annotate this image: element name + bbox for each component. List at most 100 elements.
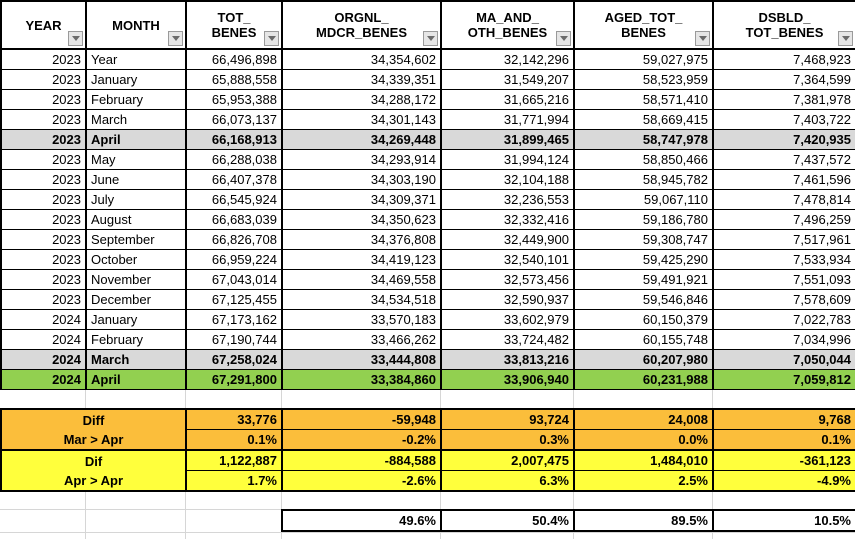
summary-diff-dsbld_tot_benes[interactable]: 9,768: [712, 408, 855, 430]
filter-dropdown-icon[interactable]: [423, 31, 438, 46]
cell-dsbld_tot_benes[interactable]: 7,059,812: [712, 369, 855, 390]
cell-year[interactable]: 2023: [0, 109, 87, 130]
cell-month[interactable]: July: [85, 189, 187, 210]
cell-tot_benes[interactable]: 66,959,224: [185, 249, 283, 270]
cell-orgnl_mdcr_benes[interactable]: 34,293,914: [281, 149, 442, 170]
cell-ma_and_oth_benes[interactable]: 32,104,188: [440, 169, 575, 190]
cell-dsbld_tot_benes[interactable]: 7,034,996: [712, 329, 855, 350]
cell-aged_tot_benes[interactable]: 58,945,782: [573, 169, 714, 190]
cell-dsbld_tot_benes[interactable]: 7,496,259: [712, 209, 855, 230]
column-header-dsbld_tot_benes[interactable]: DSBLD_ TOT_BENES: [712, 0, 855, 50]
cell-orgnl_mdcr_benes[interactable]: 34,469,558: [281, 269, 442, 290]
cell-month[interactable]: Year: [85, 48, 187, 70]
summary-pct-dsbld_tot_benes[interactable]: 0.1%: [712, 429, 855, 451]
share-pct-ma_and_oth_benes[interactable]: 50.4%: [440, 509, 575, 532]
cell-dsbld_tot_benes[interactable]: 7,050,044: [712, 349, 855, 370]
cell-aged_tot_benes[interactable]: 60,231,988: [573, 369, 714, 390]
cell-month[interactable]: April: [85, 369, 187, 390]
cell-tot_benes[interactable]: 67,190,744: [185, 329, 283, 350]
filter-dropdown-icon[interactable]: [168, 31, 183, 46]
cell-ma_and_oth_benes[interactable]: 31,994,124: [440, 149, 575, 170]
cell-aged_tot_benes[interactable]: 58,850,466: [573, 149, 714, 170]
summary-pct-orgnl_mdcr_benes[interactable]: -2.6%: [281, 470, 442, 492]
cell-ma_and_oth_benes[interactable]: 32,590,937: [440, 289, 575, 310]
cell-dsbld_tot_benes[interactable]: 7,381,978: [712, 89, 855, 110]
cell-orgnl_mdcr_benes[interactable]: 34,534,518: [281, 289, 442, 310]
filter-dropdown-icon[interactable]: [556, 31, 571, 46]
summary-diff-ma_and_oth_benes[interactable]: 2,007,475: [440, 449, 575, 471]
cell-year[interactable]: 2023: [0, 289, 87, 310]
column-header-year[interactable]: YEAR: [0, 0, 87, 50]
cell-orgnl_mdcr_benes[interactable]: 33,466,262: [281, 329, 442, 350]
cell-year[interactable]: 2023: [0, 269, 87, 290]
share-pct-orgnl_mdcr_benes[interactable]: 49.6%: [281, 509, 442, 532]
column-header-orgnl_mdcr_benes[interactable]: ORGNL_ MDCR_BENES: [281, 0, 442, 50]
cell-orgnl_mdcr_benes[interactable]: 34,376,808: [281, 229, 442, 250]
cell-aged_tot_benes[interactable]: 59,186,780: [573, 209, 714, 230]
cell-ma_and_oth_benes[interactable]: 32,332,416: [440, 209, 575, 230]
cell-dsbld_tot_benes[interactable]: 7,578,609: [712, 289, 855, 310]
cell-month[interactable]: March: [85, 109, 187, 130]
cell-ma_and_oth_benes[interactable]: 32,573,456: [440, 269, 575, 290]
cell-aged_tot_benes[interactable]: 59,491,921: [573, 269, 714, 290]
cell-orgnl_mdcr_benes[interactable]: 34,309,371: [281, 189, 442, 210]
cell-dsbld_tot_benes[interactable]: 7,364,599: [712, 69, 855, 90]
cell-ma_and_oth_benes[interactable]: 32,236,553: [440, 189, 575, 210]
summary-diff-dsbld_tot_benes[interactable]: -361,123: [712, 449, 855, 471]
cell-month[interactable]: January: [85, 69, 187, 90]
cell-year[interactable]: 2024: [0, 369, 87, 390]
summary-label[interactable]: Diff Mar > Apr: [0, 408, 187, 451]
summary-diff-aged_tot_benes[interactable]: 24,008: [573, 408, 714, 430]
cell-year[interactable]: 2023: [0, 69, 87, 90]
cell-ma_and_oth_benes[interactable]: 32,540,101: [440, 249, 575, 270]
cell-year[interactable]: 2023: [0, 129, 87, 150]
cell-month[interactable]: June: [85, 169, 187, 190]
cell-year[interactable]: 2024: [0, 349, 87, 370]
summary-pct-orgnl_mdcr_benes[interactable]: -0.2%: [281, 429, 442, 451]
cell-aged_tot_benes[interactable]: 59,308,747: [573, 229, 714, 250]
cell-month[interactable]: April: [85, 129, 187, 150]
cell-month[interactable]: October: [85, 249, 187, 270]
cell-ma_and_oth_benes[interactable]: 31,549,207: [440, 69, 575, 90]
summary-diff-ma_and_oth_benes[interactable]: 93,724: [440, 408, 575, 430]
cell-orgnl_mdcr_benes[interactable]: 33,570,183: [281, 309, 442, 330]
cell-orgnl_mdcr_benes[interactable]: 34,269,448: [281, 129, 442, 150]
cell-dsbld_tot_benes[interactable]: 7,533,934: [712, 249, 855, 270]
cell-tot_benes[interactable]: 67,173,162: [185, 309, 283, 330]
cell-tot_benes[interactable]: 65,888,558: [185, 69, 283, 90]
cell-orgnl_mdcr_benes[interactable]: 34,339,351: [281, 69, 442, 90]
cell-ma_and_oth_benes[interactable]: 31,899,465: [440, 129, 575, 150]
summary-pct-aged_tot_benes[interactable]: 0.0%: [573, 429, 714, 451]
cell-year[interactable]: 2024: [0, 329, 87, 350]
cell-ma_and_oth_benes[interactable]: 33,906,940: [440, 369, 575, 390]
summary-diff-orgnl_mdcr_benes[interactable]: -884,588: [281, 449, 442, 471]
filter-dropdown-icon[interactable]: [838, 31, 853, 46]
column-header-month[interactable]: MONTH: [85, 0, 187, 50]
cell-month[interactable]: May: [85, 149, 187, 170]
filter-dropdown-icon[interactable]: [68, 31, 83, 46]
cell-month[interactable]: March: [85, 349, 187, 370]
summary-pct-ma_and_oth_benes[interactable]: 6.3%: [440, 470, 575, 492]
share-pct-dsbld_tot_benes[interactable]: 10.5%: [712, 509, 855, 532]
summary-pct-tot_benes[interactable]: 1.7%: [185, 470, 283, 492]
cell-month[interactable]: February: [85, 89, 187, 110]
cell-aged_tot_benes[interactable]: 59,027,975: [573, 48, 714, 70]
cell-orgnl_mdcr_benes[interactable]: 34,303,190: [281, 169, 442, 190]
cell-month[interactable]: January: [85, 309, 187, 330]
cell-year[interactable]: 2023: [0, 189, 87, 210]
cell-tot_benes[interactable]: 65,953,388: [185, 89, 283, 110]
cell-aged_tot_benes[interactable]: 59,546,846: [573, 289, 714, 310]
cell-year[interactable]: 2023: [0, 149, 87, 170]
summary-pct-aged_tot_benes[interactable]: 2.5%: [573, 470, 714, 492]
cell-month[interactable]: December: [85, 289, 187, 310]
filter-dropdown-icon[interactable]: [695, 31, 710, 46]
filter-dropdown-icon[interactable]: [264, 31, 279, 46]
cell-dsbld_tot_benes[interactable]: 7,478,814: [712, 189, 855, 210]
summary-diff-tot_benes[interactable]: 33,776: [185, 408, 283, 430]
cell-year[interactable]: 2023: [0, 209, 87, 230]
cell-dsbld_tot_benes[interactable]: 7,551,093: [712, 269, 855, 290]
cell-dsbld_tot_benes[interactable]: 7,420,935: [712, 129, 855, 150]
cell-aged_tot_benes[interactable]: 60,155,748: [573, 329, 714, 350]
cell-month[interactable]: August: [85, 209, 187, 230]
cell-dsbld_tot_benes[interactable]: 7,461,596: [712, 169, 855, 190]
